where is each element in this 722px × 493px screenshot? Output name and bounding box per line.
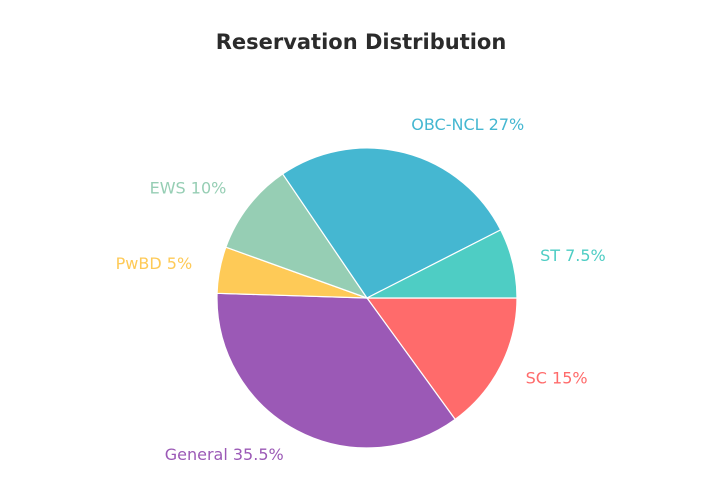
pie-slices [216,147,518,449]
pie-label-sc: SC 15% [526,368,588,387]
pie-slice-ews[interactable] [225,173,369,300]
pie-label-pwbd: PwBD 5% [116,254,193,273]
pie-slice-st[interactable] [366,229,518,299]
pie-label-ews: EWS 10% [150,178,227,197]
pie-slice-general[interactable] [216,292,457,449]
pie-labels: SC 15% General 35.5% PwBD 5% EWS 10% OBC-NCL… [116,115,606,464]
pie-slice-sc[interactable] [365,297,518,421]
pie-slice-obc-ncl[interactable] [281,147,502,299]
chart-title: Reservation Distribution [215,30,507,54]
pie-label-st: ST 7.5% [540,246,606,265]
pie-label-obc-ncl: OBC-NCL 27% [411,115,524,134]
pie-label-general: General 35.5% [165,445,284,464]
